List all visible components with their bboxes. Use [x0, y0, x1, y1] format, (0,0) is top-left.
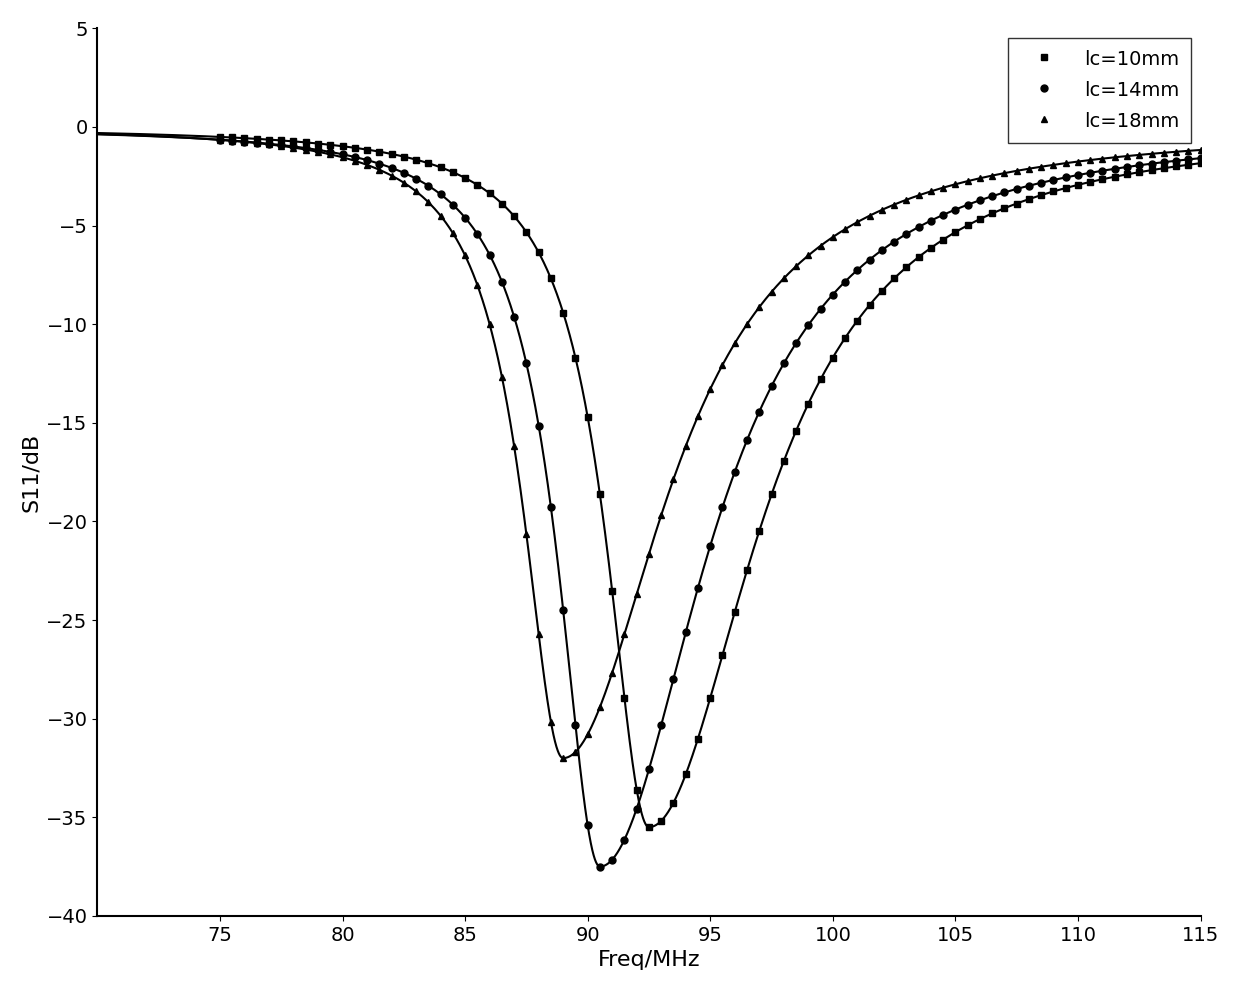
lc=18mm	[1107, 152, 1122, 164]
lc=10mm	[1022, 193, 1037, 205]
lc=14mm	[838, 275, 853, 287]
lc=10mm	[947, 226, 962, 238]
lc=10mm	[838, 332, 853, 344]
lc=10mm	[1107, 170, 1122, 182]
lc=18mm	[838, 223, 853, 235]
X-axis label: Freq/MHz: Freq/MHz	[598, 950, 701, 970]
lc=18mm	[556, 752, 570, 764]
lc=18mm	[1022, 163, 1037, 174]
lc=10mm	[1193, 158, 1208, 169]
lc=14mm	[1070, 169, 1085, 181]
lc=14mm	[593, 860, 608, 872]
lc=14mm	[764, 381, 779, 392]
lc=14mm	[1107, 163, 1122, 174]
Line: lc=14mm: lc=14mm	[217, 137, 1204, 870]
lc=18mm	[1070, 156, 1085, 167]
lc=10mm	[641, 822, 656, 833]
lc=14mm	[1193, 153, 1208, 165]
lc=18mm	[764, 286, 779, 298]
lc=10mm	[764, 489, 779, 500]
lc=18mm	[1193, 144, 1208, 156]
lc=18mm	[947, 178, 962, 190]
lc=14mm	[1022, 179, 1037, 191]
lc=14mm	[212, 134, 227, 146]
lc=18mm	[212, 134, 227, 146]
Line: lc=18mm: lc=18mm	[217, 137, 1204, 761]
Line: lc=10mm: lc=10mm	[217, 134, 1204, 830]
Legend: lc=10mm, lc=14mm, lc=18mm: lc=10mm, lc=14mm, lc=18mm	[1008, 38, 1190, 143]
lc=10mm	[212, 131, 227, 143]
lc=14mm	[947, 203, 962, 215]
lc=10mm	[1070, 179, 1085, 191]
Y-axis label: S11/dB: S11/dB	[21, 432, 41, 511]
